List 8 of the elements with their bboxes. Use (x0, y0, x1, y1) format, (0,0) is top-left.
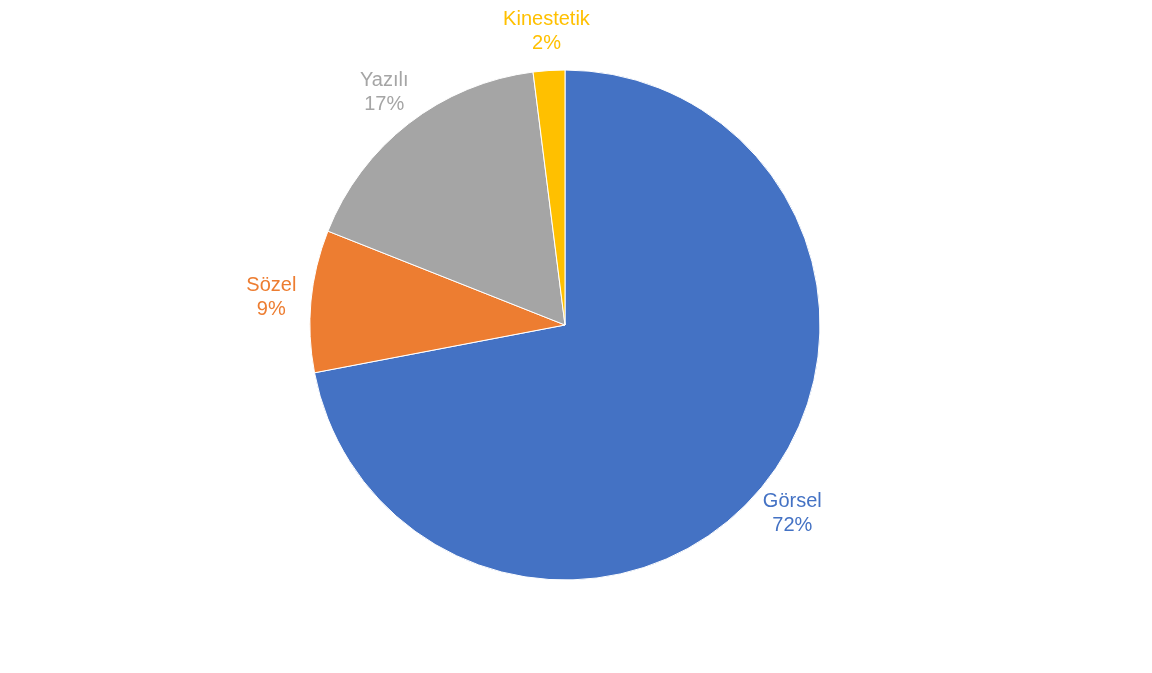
slice-label: Sözel (246, 273, 297, 296)
data-label: 9% (256, 297, 286, 320)
slice-label: Yazılı (359, 67, 409, 90)
data-label: 17% (364, 91, 405, 114)
data-label: 72% (772, 513, 813, 536)
slice-label: Görsel (762, 489, 822, 512)
slice-label: Kinestetik (503, 6, 591, 29)
data-label: 2% (532, 30, 562, 53)
